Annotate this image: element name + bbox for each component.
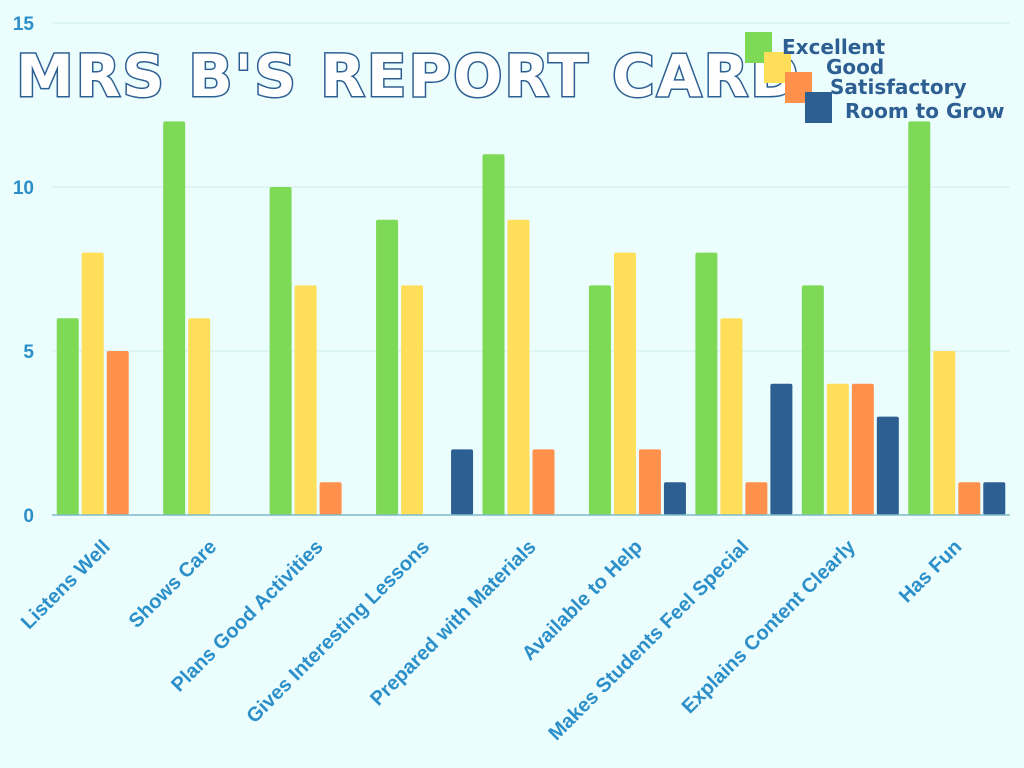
bar-excellent xyxy=(908,121,931,516)
legend-label: Satisfactory xyxy=(830,75,966,99)
bar-satisfactory xyxy=(319,482,342,515)
bars xyxy=(56,121,1006,516)
legend-swatch xyxy=(805,92,832,123)
y-tick-label: 15 xyxy=(13,14,35,35)
bar-excellent xyxy=(588,285,611,515)
bar-excellent xyxy=(376,219,399,516)
bar-satisfactory xyxy=(532,449,555,515)
bar-good xyxy=(933,351,956,515)
y-tick-label: 5 xyxy=(23,342,34,363)
bar-room-to-grow xyxy=(451,449,474,515)
x-tick-label: Shows Care xyxy=(125,536,222,633)
bar-satisfactory xyxy=(958,482,981,515)
bar-excellent xyxy=(163,121,186,516)
legend-label: Room to Grow xyxy=(845,99,1004,123)
x-tick-label: Listens Well xyxy=(17,536,115,634)
bar-satisfactory xyxy=(106,351,129,515)
bar-excellent xyxy=(801,285,824,515)
legend-label: Good xyxy=(826,55,884,79)
bar-good xyxy=(81,252,104,515)
bar-good xyxy=(826,383,849,515)
legend-label: Excellent xyxy=(782,35,885,59)
x-tick-label: Has Fun xyxy=(895,536,966,607)
bar-good xyxy=(613,252,636,515)
bar-good xyxy=(294,285,317,515)
bar-excellent xyxy=(269,187,292,515)
bar-room-to-grow xyxy=(876,416,899,515)
bar-excellent xyxy=(695,252,718,515)
grid-lines xyxy=(52,22,1010,352)
x-tick-label: Gives Interesting Lessons xyxy=(242,536,434,728)
x-tick-label: Explains Content Clearly xyxy=(678,535,861,718)
bar-satisfactory xyxy=(745,482,768,515)
chart-title: MRS B'S REPORT CARD xyxy=(16,42,800,110)
y-tick-label: 0 xyxy=(23,506,34,527)
bar-satisfactory xyxy=(851,383,874,515)
bar-good xyxy=(720,318,743,515)
bar-good xyxy=(507,219,530,516)
bar-good xyxy=(401,285,424,515)
bar-satisfactory xyxy=(638,449,661,515)
bar-room-to-grow xyxy=(663,482,686,515)
y-tick-labels: 0 5 10 15 xyxy=(13,14,35,527)
bar-good xyxy=(188,318,211,515)
bar-room-to-grow xyxy=(770,383,793,515)
bar-room-to-grow xyxy=(983,482,1006,515)
bar-excellent xyxy=(56,318,79,515)
bar-excellent xyxy=(482,154,505,515)
y-tick-label: 10 xyxy=(13,178,34,199)
x-tick-label: Makes Students Feel Special xyxy=(545,536,754,745)
